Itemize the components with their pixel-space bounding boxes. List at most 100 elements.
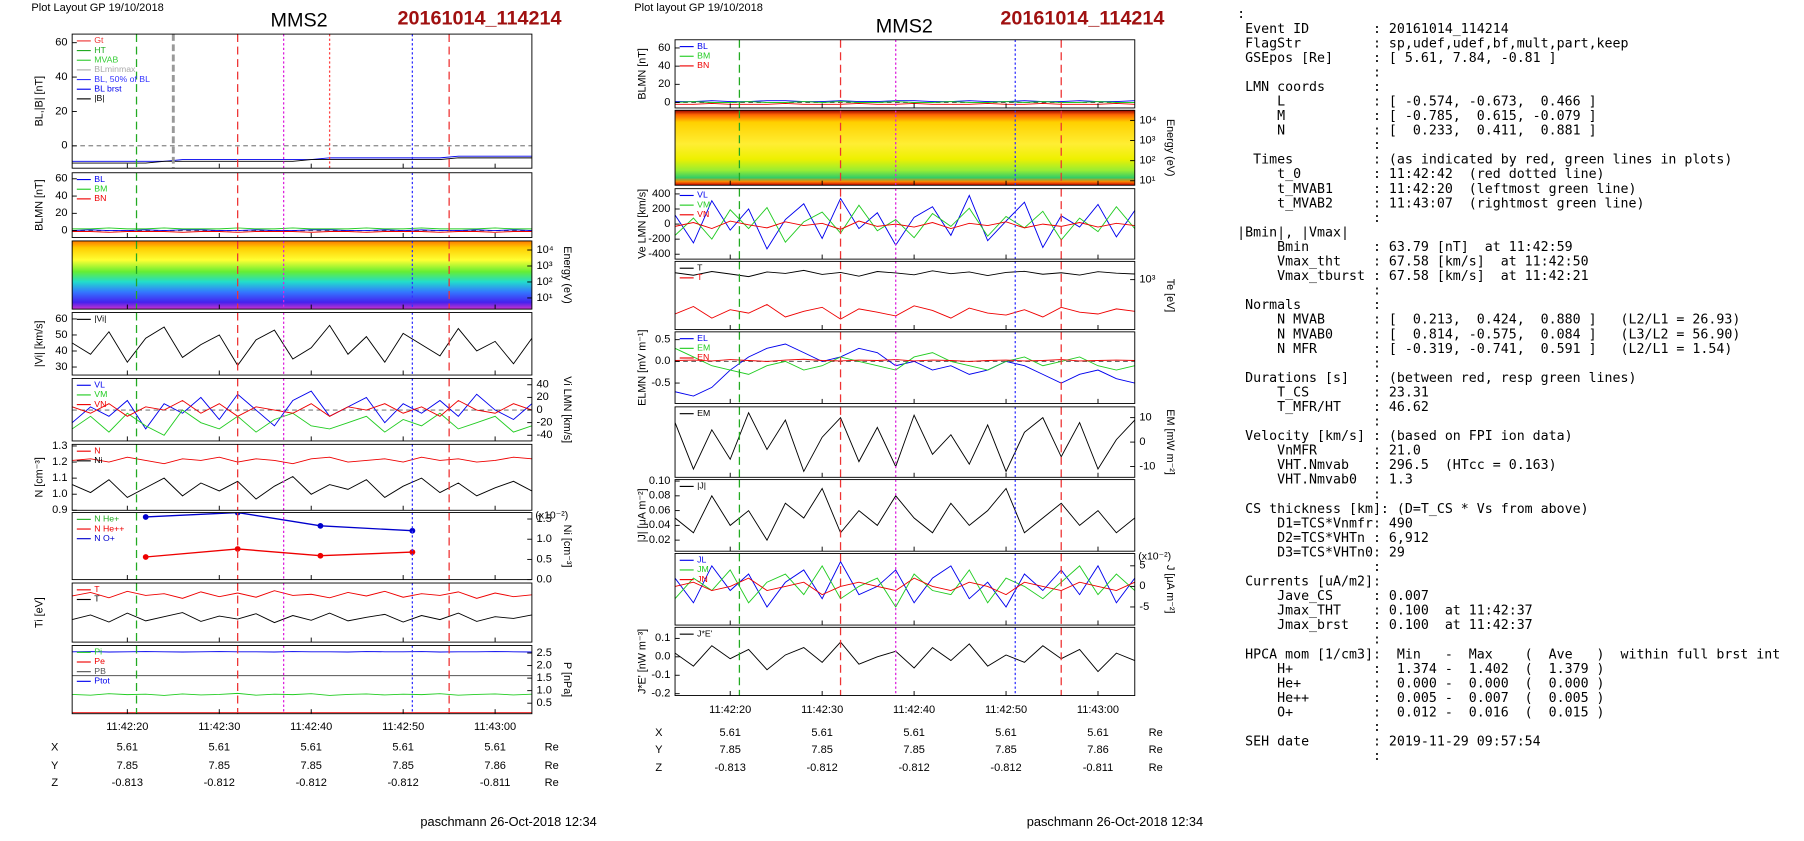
panel-plot-area [72,34,532,169]
position-value: 7.85 [995,744,1016,756]
info-line: t_MVAB1 : 11:42:20 (leftmost green line) [1237,182,1636,197]
info-line: Bmin : 63.79 [nT] at 11:42:59 [1237,240,1572,255]
position-label: X [655,727,663,739]
position-label: Z [655,762,662,774]
position-value: 5.61 [484,742,505,754]
series-line [675,358,1135,362]
legend-label: BL [697,41,708,51]
position-value: 7.85 [903,744,924,756]
y-tick-label: 0 [1139,580,1145,592]
panel: 10³ Te [eV] TT [674,260,1176,331]
footer: paschmann 26-Oct-2018 12:34 [1027,815,1203,829]
panel: Ti [eV] TT [33,582,533,643]
panel-plot-area [72,312,532,376]
panel: 10¹ 10² 10³ 10⁴ Energy (eV) [674,109,1176,187]
panel-plot-area [675,188,1135,260]
legend-label: EM [697,408,710,418]
legend-label: N He+ [94,514,119,524]
y-tick-label: 20 [55,105,67,117]
position-value: 5.61 [811,727,832,739]
y-tick-label: 40 [537,379,549,391]
panel-plot-area [675,553,1135,626]
position-unit: Re [545,760,559,772]
y-tick-label: 0.5 [537,697,552,709]
info-line: VHT.Nmvab0 : 1.3 [1237,473,1413,488]
series-line [675,102,1135,105]
y-tick-label: 2.0 [537,660,552,672]
data-point [409,549,416,555]
plot-layout-label: Plot Layout GP 19/10/2018 [31,2,163,14]
series-line [72,475,532,500]
y-tick-label: 0.08 [649,490,670,502]
info-line: : [1237,633,1381,648]
panel-plot-area [72,378,532,441]
series-line [72,227,532,230]
y-axis-label: BL,|B| [nT] [33,76,45,127]
series-line [145,548,413,558]
position-value: 5.61 [903,727,924,739]
x-tick-label: 11:42:30 [198,721,240,733]
y-axis-label: BLMN [nT] [33,179,45,231]
position-value: -0.811 [480,777,510,789]
y-tick-label: -0.2 [651,688,670,700]
info-line: : [1237,560,1381,575]
legend-label: |B| [94,93,104,103]
x-tick-label: 11:42:30 [801,704,843,716]
y-axis-label: Ve LMN [km/s] [636,189,648,259]
y-tick-label: 20 [537,391,549,403]
panel: 0.0 0.5 1.0 1.5 Ni [cm⁻³] (x10⁻²) N He+N He++N… [71,511,573,585]
position-value: 7.85 [719,744,740,756]
x-tick-label: 11:42:50 [382,721,424,733]
x-tick-label: 11:42:50 [985,704,1027,716]
legend-label: Gt [94,35,104,45]
info-line: VnMFR : 21.0 [1237,444,1421,459]
info-line: M : [ -0.785, 0.615, -0.079 ] [1237,109,1596,124]
position-value: -0.812 [990,762,1021,774]
position-value: 5.61 [300,742,321,754]
series-line [72,456,532,465]
position-label: Z [51,777,58,789]
legend-label: T [697,272,703,282]
y-tick-label: 0.10 [649,475,670,487]
series-line [675,560,1135,608]
legend-label: VM [697,199,710,209]
y-tick-label: 10⁴ [537,244,554,256]
legend-label: BN [697,60,709,70]
y-tick-label: 40 [55,190,67,202]
info-line: VHT.Nmvab : 296.5 (HTcc = 0.163) [1237,458,1556,473]
footer: paschmann 26-Oct-2018 12:34 [420,815,596,829]
panel: 10¹ 10² 10³ 10⁴ Energy (eV) [71,240,573,310]
y-tick-label: 0.5 [655,334,670,346]
y-tick-label: 0 [1139,436,1145,448]
panel-plot-area [675,406,1135,478]
y-tick-label: 0.06 [649,505,670,517]
series-line [675,303,1135,320]
y-axis-label: Ti [eV] [33,597,45,628]
legend-label: N He++ [94,523,124,533]
spacecraft-title: MMS2 [876,16,933,38]
series-line [72,231,532,233]
position-value: 5.61 [209,742,230,754]
y-tick-label: 2.5 [537,647,552,659]
panel-plot-area [72,240,532,310]
y-tick-label: 40 [55,345,67,357]
legend-label: T [697,263,703,273]
event-title: 20161014_114214 [1000,8,1164,30]
info-line: : [1237,415,1381,430]
y-axis-label: EM [mW m⁻²] [1164,409,1176,475]
series-line [72,409,532,436]
x-tick-label: 11:43:00 [474,721,516,733]
x-tick-label: 11:42:20 [106,721,148,733]
legend-label: N O+ [94,533,115,543]
series-line [145,512,413,532]
series-line [675,343,1135,397]
y-axis-label: J*E' [nW m⁻³] [636,629,648,694]
position-unit: Re [1149,727,1163,739]
y-tick-label: 60 [55,173,67,185]
y-tick-label: 0.0 [655,651,670,663]
position-value: 7.85 [392,760,413,772]
